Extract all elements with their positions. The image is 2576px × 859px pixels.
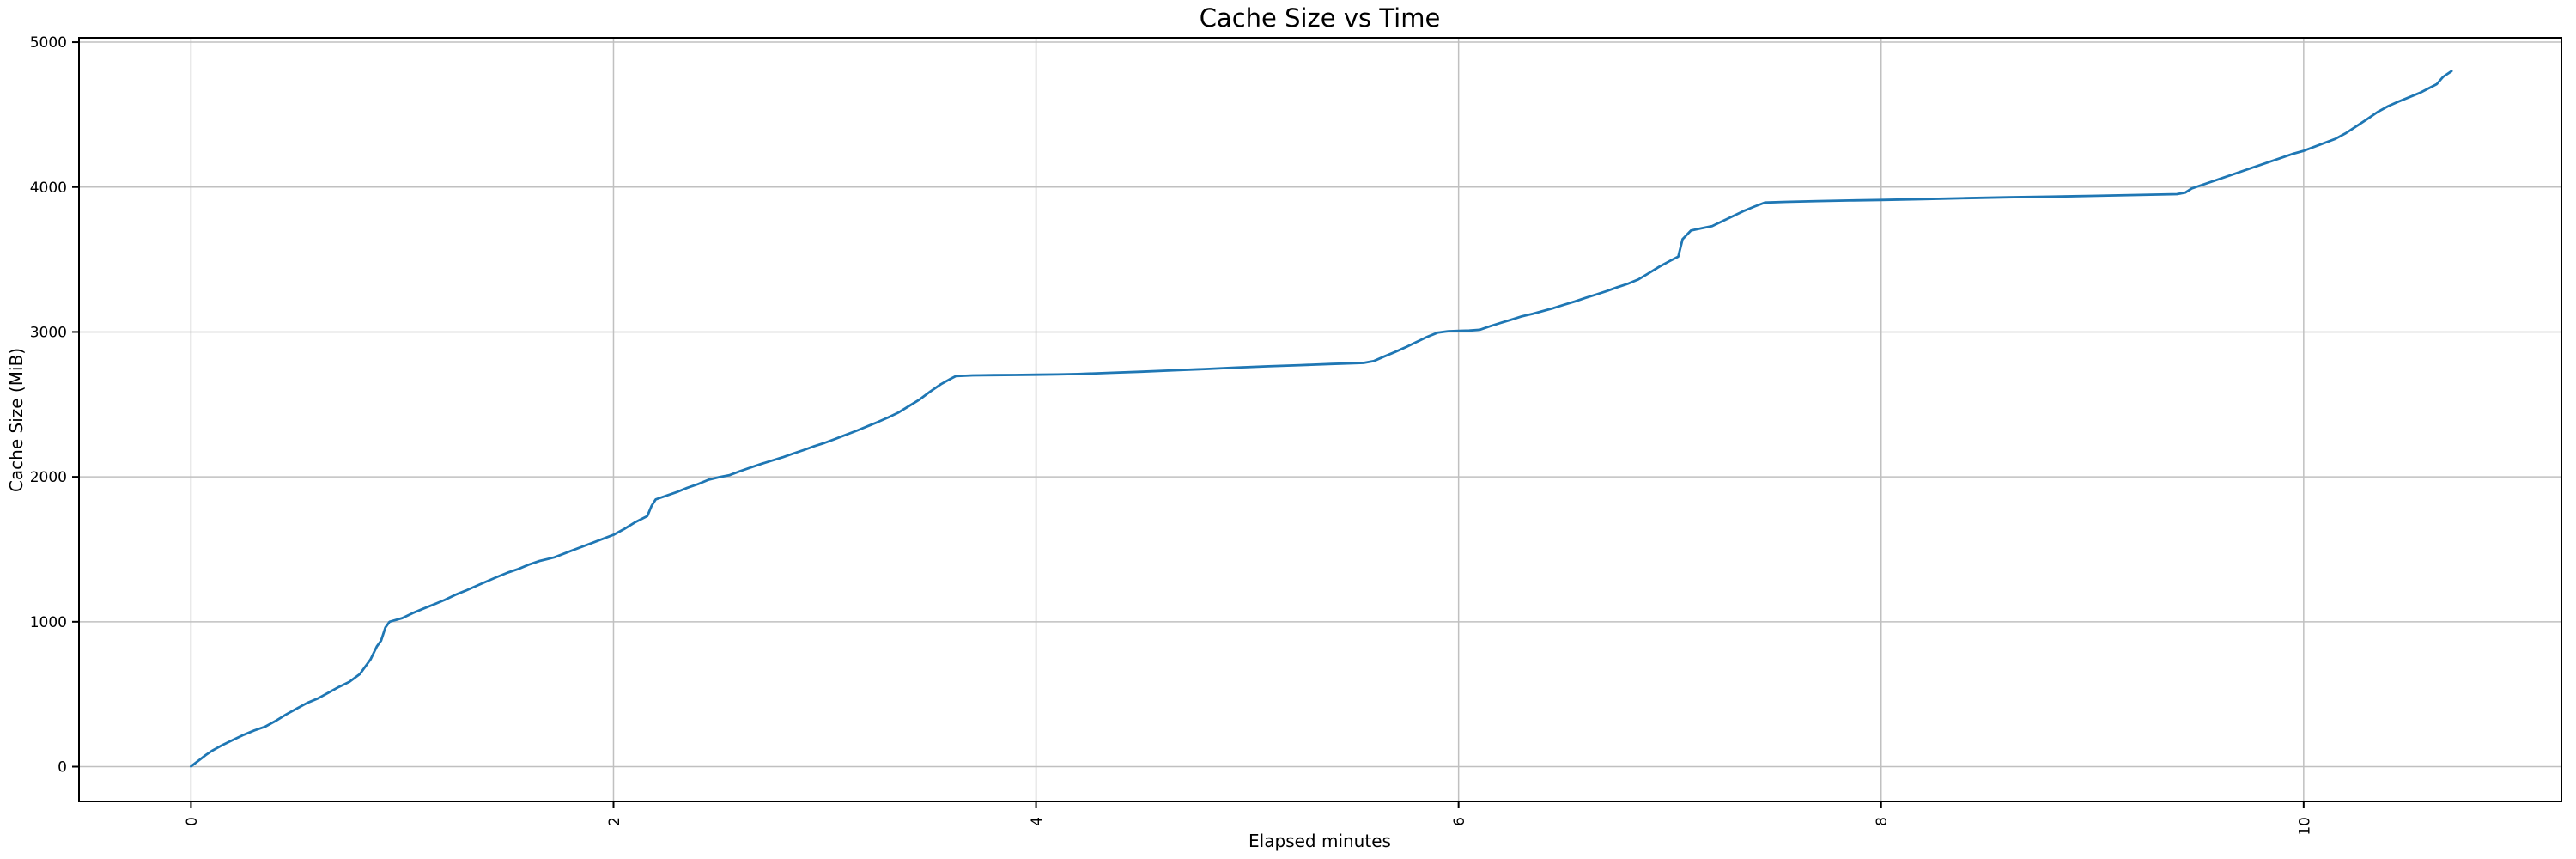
x-tick-label: 6 <box>1451 817 1468 826</box>
x-tick-label: 2 <box>606 817 623 826</box>
cache-size-line <box>190 70 2453 768</box>
chart-title: Cache Size vs Time <box>1200 3 1441 33</box>
y-tick-label: 0 <box>58 759 67 777</box>
gridlines <box>79 38 2561 801</box>
y-tick-label: 4000 <box>30 180 67 197</box>
tick-marks <box>72 41 2305 808</box>
y-tick-label: 1000 <box>30 614 67 631</box>
plot-border <box>78 37 2562 802</box>
x-axis-label: Elapsed minutes <box>1249 831 1391 851</box>
y-tick-label: 2000 <box>30 469 67 486</box>
x-tick-label: 4 <box>1029 817 1046 826</box>
x-tick-label: 0 <box>184 817 201 826</box>
tick-labels: 0 2 4 6 8 10 0 1000 2000 3000 4000 5000 <box>30 34 2314 836</box>
y-tick-label: 5000 <box>30 34 67 52</box>
axes-spines <box>78 37 2562 802</box>
y-axis-label: Cache Size (MiB) <box>6 348 27 492</box>
x-tick-label: 10 <box>2296 817 2313 836</box>
y-tick-label: 3000 <box>30 324 67 341</box>
series-lines <box>190 70 2453 768</box>
x-tick-label: 8 <box>1874 817 1891 826</box>
